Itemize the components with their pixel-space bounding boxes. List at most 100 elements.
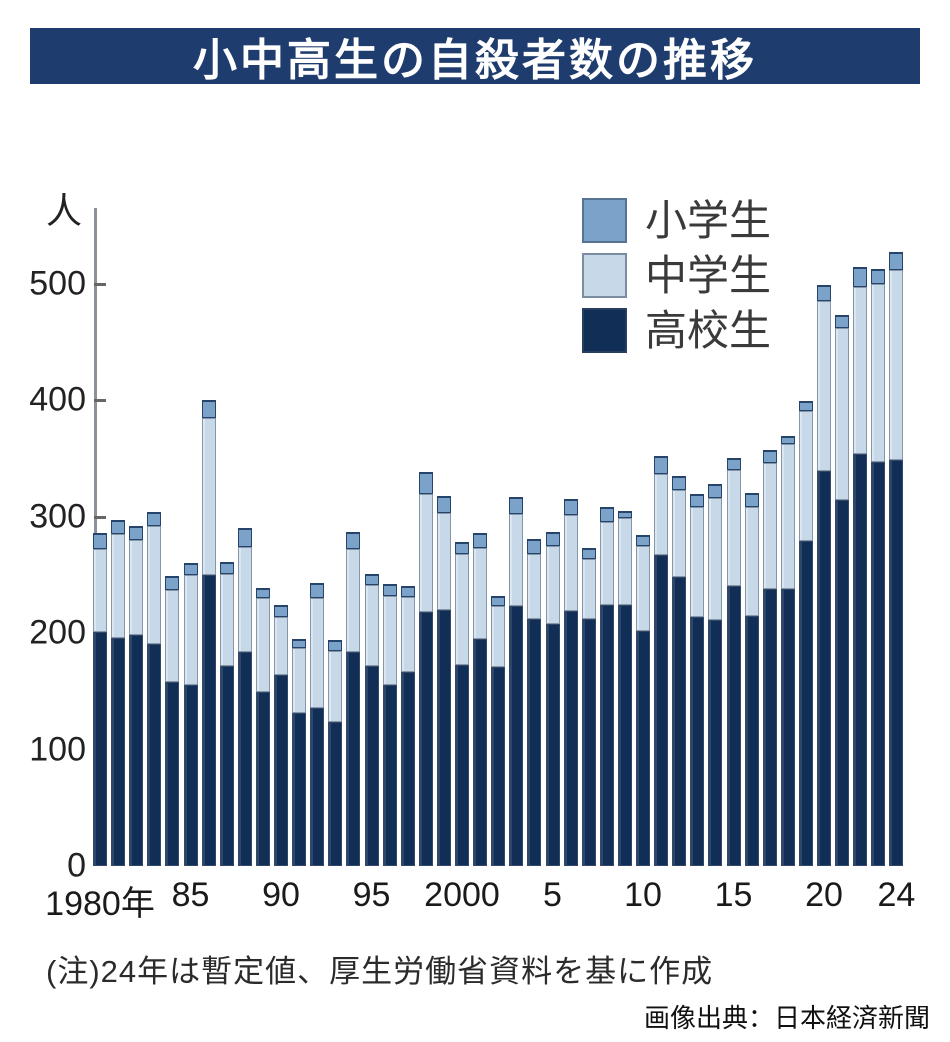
bar-1998-segment-high	[418, 612, 433, 866]
legend-item-high: 高校生	[582, 308, 771, 353]
bar-2015-segment-elementary	[726, 458, 741, 471]
bar-1990-segment-elementary	[274, 605, 288, 617]
bar-1999-segment-elementary	[436, 495, 451, 514]
bar-2004-segment-high	[527, 619, 542, 866]
bar-2023-segment-high	[871, 461, 886, 866]
bar-2005-segment-high	[545, 623, 560, 866]
bar-2012-segment-high	[672, 577, 687, 866]
bar-1996-segment-junior	[382, 595, 397, 686]
bar-2016-segment-high	[744, 615, 759, 866]
bar-1994-segment-junior	[346, 549, 361, 652]
bar-1996-segment-elementary	[382, 584, 397, 596]
bar-2013-segment-junior	[690, 507, 705, 617]
bar-2024-segment-junior	[889, 269, 904, 460]
bar-1996-segment-high	[382, 685, 397, 866]
title-banner: 小中高生の自殺者数の推移	[30, 28, 920, 85]
bar-1990-segment-high	[274, 675, 288, 866]
bar-1993-segment-elementary	[328, 640, 343, 651]
bar-1984-segment-elementary	[165, 576, 180, 590]
bar-2016-segment-junior	[744, 507, 759, 616]
bar-1986-segment-high	[201, 574, 216, 866]
bar-2021-segment-junior	[835, 327, 850, 501]
bar-1988-segment-elementary	[237, 528, 252, 547]
bar-2005-segment-elementary	[545, 531, 560, 546]
bar-1997-segment-high	[400, 671, 415, 866]
bar-1983-segment-elementary	[147, 511, 162, 526]
bar-2012-segment-junior	[672, 489, 687, 578]
bar-1986-segment-elementary	[201, 400, 216, 418]
bar-2001-segment-junior	[473, 548, 488, 639]
bar-2005-segment-junior	[545, 545, 560, 624]
x-tick-label-1990: 90	[262, 876, 300, 914]
bar-2011-segment-elementary	[654, 456, 669, 474]
bar-2006-segment-high	[563, 610, 578, 866]
legend-item-elementary: 小学生	[582, 198, 771, 243]
bar-1997-segment-junior	[400, 596, 415, 672]
page-title: 小中高生の自殺者数の推移	[193, 36, 757, 85]
bar-2007-segment-high	[581, 619, 596, 866]
bar-2020-segment-elementary	[817, 284, 831, 302]
bar-1994-segment-elementary	[346, 531, 361, 550]
bar-1995-segment-high	[364, 665, 379, 866]
bar-1987-segment-junior	[219, 573, 234, 666]
bar-2019-segment-elementary	[798, 401, 813, 411]
bar-2007-segment-elementary	[581, 548, 596, 559]
bar-2021-segment-high	[835, 500, 850, 866]
x-tick-label-1995: 95	[352, 876, 391, 914]
bar-2015-segment-junior	[726, 470, 741, 587]
bar-2024-segment-elementary	[889, 252, 904, 270]
bar-2010-segment-high	[636, 630, 650, 866]
bar-1987-segment-elementary	[219, 562, 234, 574]
bar-1985-segment-high	[183, 685, 198, 866]
bar-1992-segment-high	[310, 707, 325, 866]
bar-1999-segment-high	[436, 609, 451, 866]
bar-2014-segment-junior	[708, 497, 723, 621]
bar-2001-segment-high	[473, 638, 488, 866]
y-tick-300	[94, 515, 106, 519]
bar-1984-segment-high	[165, 681, 180, 866]
legend-item-junior: 中学生	[582, 253, 771, 298]
y-tick-label-300: 300	[29, 497, 86, 536]
bar-2003-segment-elementary	[509, 496, 524, 515]
bar-1981-segment-junior	[111, 534, 126, 638]
bar-2014-segment-elementary	[708, 484, 723, 498]
bar-1982-segment-junior	[129, 539, 144, 636]
x-tick-label-1985: 85	[171, 876, 210, 914]
bar-2021-segment-elementary	[835, 315, 850, 328]
bar-1982-segment-elementary	[129, 525, 144, 540]
bar-2018-segment-junior	[780, 444, 795, 589]
bar-1991-segment-junior	[292, 648, 307, 714]
y-axis-unit-label: 人	[46, 190, 83, 231]
bar-2003-segment-junior	[509, 514, 524, 607]
y-tick-label-200: 200	[29, 613, 86, 652]
x-tick-label-2024: 24	[877, 876, 916, 914]
bar-2024-segment-high	[889, 459, 904, 866]
bar-2008-segment-junior	[599, 522, 614, 606]
bar-1989-segment-junior	[255, 598, 270, 693]
legend-label-elementary: 小学生	[645, 197, 772, 244]
y-tick-label-400: 400	[29, 380, 86, 419]
bar-2000-segment-elementary	[455, 542, 469, 554]
y-tick-label-500: 500	[29, 264, 86, 303]
bar-2017-segment-high	[762, 588, 777, 866]
bar-2009-segment-high	[617, 605, 632, 866]
bar-2001-segment-elementary	[473, 532, 488, 549]
bar-2010-segment-junior	[636, 545, 650, 631]
bar-1983-segment-high	[147, 643, 162, 866]
bar-2023-segment-elementary	[871, 268, 886, 284]
bar-2009-segment-junior	[617, 517, 632, 606]
legend: 小学生中学生高校生	[582, 198, 771, 363]
bar-1992-segment-elementary	[310, 583, 325, 599]
bar-2019-segment-high	[798, 541, 813, 866]
bar-2004-segment-junior	[527, 553, 542, 620]
bar-2019-segment-junior	[798, 410, 813, 542]
bar-1993-segment-junior	[328, 650, 343, 722]
bar-2008-segment-elementary	[599, 507, 614, 523]
bar-2002-segment-elementary	[491, 595, 506, 607]
bar-2002-segment-high	[491, 666, 506, 866]
bar-1995-segment-junior	[364, 585, 379, 666]
bar-1980-segment-elementary	[93, 532, 107, 550]
bar-2004-segment-elementary	[527, 538, 542, 554]
legend-label-junior: 中学生	[645, 252, 772, 299]
bar-2017-segment-elementary	[762, 450, 777, 464]
